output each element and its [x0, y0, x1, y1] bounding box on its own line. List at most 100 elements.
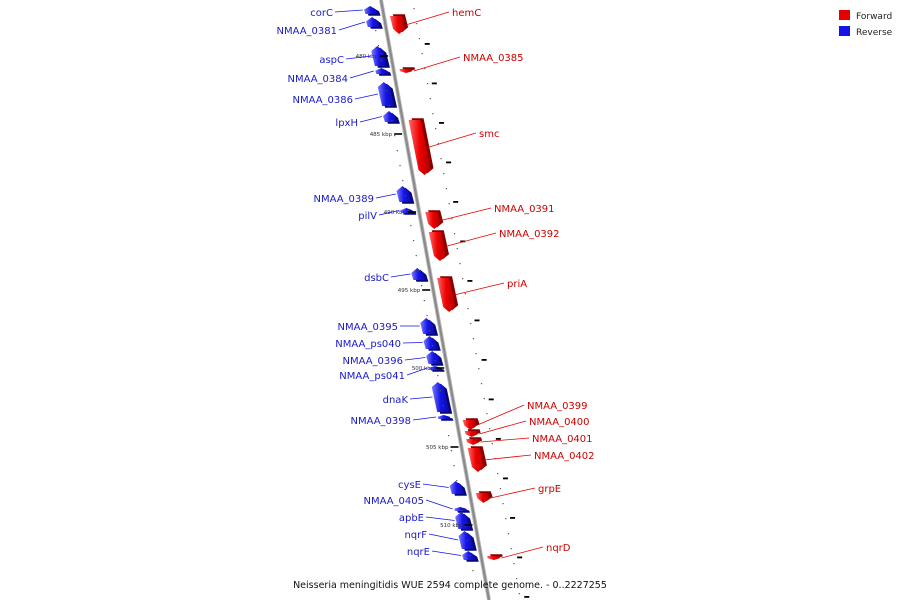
gene-label-lpxH[interactable]: lpxH [335, 118, 358, 129]
gene-lpxH[interactable] [382, 111, 400, 124]
gene-NMAA_0405[interactable] [454, 507, 470, 513]
lane-dot [391, 120, 393, 122]
major-dash [495, 438, 501, 440]
lane-dot [415, 255, 417, 257]
lane-dot [439, 390, 442, 392]
lane-dot [475, 585, 477, 587]
label-leader [409, 396, 433, 400]
gene-label-priA[interactable]: priA [507, 279, 527, 290]
lane-dot [396, 150, 398, 152]
gene-arrow [449, 481, 464, 494]
gene-NMAA_0400[interactable] [464, 429, 481, 437]
gene-label-corC[interactable]: corC [310, 8, 333, 19]
lane-dot [461, 510, 463, 512]
gene-NMAA_0385[interactable] [399, 67, 416, 73]
genome-caption: Neisseria meningitidis WUE 2594 complete… [293, 580, 607, 591]
gene-nqrF[interactable] [458, 531, 477, 551]
legend-forward-swatch [839, 10, 850, 20]
gene-label-grpE[interactable]: grpE [538, 484, 561, 495]
gene-grpE[interactable] [475, 491, 493, 503]
gene-label-nqrE[interactable]: nqrE [407, 547, 430, 558]
gene-NMAA_0381[interactable] [366, 17, 383, 29]
lane-dot [435, 128, 437, 130]
gene-label-pilV[interactable]: pilV [358, 211, 377, 222]
lane-dot [432, 113, 434, 115]
gene-aspC[interactable] [371, 46, 390, 68]
gene-NMAA_0398[interactable] [437, 415, 454, 421]
gene-label-dsbC[interactable]: dsbC [364, 273, 389, 284]
gene-NMAA_0384[interactable] [375, 68, 392, 76]
lane-dot [450, 450, 452, 452]
gene-label-nqrD[interactable]: nqrD [546, 543, 571, 554]
gene-NMAA_0396[interactable] [426, 351, 444, 366]
gene-corC[interactable] [364, 6, 381, 16]
gene-label-NMAA_0405[interactable]: NMAA_0405 [363, 496, 424, 507]
gene-cysE[interactable] [449, 481, 467, 496]
gene-hemC[interactable] [389, 14, 409, 34]
gene-dnaK[interactable] [431, 382, 453, 414]
gene-NMAA_ps040[interactable] [423, 336, 441, 351]
gene-NMAA_0392[interactable] [428, 230, 449, 261]
gene-NMAA_0389[interactable] [396, 186, 415, 204]
gene-NMAA_ps041[interactable] [428, 366, 445, 372]
gene-label-cysE[interactable]: cysE [398, 480, 421, 491]
gene-label-NMAA_0396[interactable]: NMAA_0396 [342, 356, 403, 367]
gene-nqrE[interactable] [462, 551, 479, 562]
gene-priA[interactable] [437, 276, 459, 312]
gene-label-NMAA_0401[interactable]: NMAA_0401 [532, 434, 593, 445]
lane-dot [394, 135, 396, 137]
gene-arrow [458, 531, 474, 549]
lane-dot [431, 345, 434, 347]
gene-smc[interactable] [408, 118, 434, 175]
gene-label-NMAA_0389[interactable]: NMAA_0389 [313, 194, 374, 205]
gene-label-NMAA_0391[interactable]: NMAA_0391 [494, 204, 555, 215]
gene-arrow [426, 351, 441, 364]
gene-NMAA_0402[interactable] [467, 446, 487, 472]
label-leader [479, 420, 527, 435]
gene-label-NMAA_0400[interactable]: NMAA_0400 [529, 417, 590, 428]
label-leader [412, 416, 437, 421]
gene-nqrD[interactable] [487, 554, 503, 560]
gene-label-NMAA_0385[interactable]: NMAA_0385 [463, 53, 524, 64]
gene-label-dnaK[interactable]: dnaK [383, 395, 409, 406]
gene-label-NMAA_ps041[interactable]: NMAA_ps041 [339, 371, 405, 382]
lane-dot [470, 323, 472, 325]
major-dash [431, 82, 437, 85]
label-leader [404, 357, 426, 361]
gene-NMAA_0399[interactable] [462, 418, 480, 430]
lane-dot [440, 158, 442, 160]
gene-arrow [423, 336, 438, 349]
gene-label-NMAA_0381[interactable]: NMAA_0381 [276, 26, 337, 37]
gene-NMAA_0401[interactable] [466, 437, 483, 445]
lane-dot [437, 143, 439, 145]
lane-dot [499, 488, 502, 490]
gene-arrow [428, 366, 442, 370]
major-dash [460, 240, 466, 243]
gene-NMAA_0391[interactable] [425, 210, 444, 229]
gene-label-nqrF[interactable]: nqrF [404, 530, 427, 541]
lane-dot [437, 375, 439, 377]
gene-label-NMAA_0395[interactable]: NMAA_0395 [337, 322, 398, 333]
lane-dot [456, 480, 458, 482]
gene-label-NMAA_0398[interactable]: NMAA_0398 [350, 416, 411, 427]
gene-label-NMAA_0392[interactable]: NMAA_0392 [499, 229, 560, 240]
gene-label-smc[interactable]: smc [479, 129, 499, 140]
gene-label-NMAA_ps040[interactable]: NMAA_ps040 [335, 339, 401, 350]
scale-tick-label: 485 kbp [370, 132, 393, 138]
gene-label-hemC[interactable]: hemC [452, 8, 481, 19]
lane-dot [491, 443, 493, 445]
gene-label-NMAA_0384[interactable]: NMAA_0384 [287, 74, 348, 85]
gene-label-NMAA_0399[interactable]: NMAA_0399 [527, 401, 588, 412]
gene-label-NMAA_0386[interactable]: NMAA_0386 [292, 95, 353, 106]
gene-NMAA_0386[interactable] [377, 82, 398, 108]
label-leader [501, 546, 544, 559]
major-dash [446, 161, 452, 164]
gene-label-apbE[interactable]: apbE [399, 513, 424, 524]
label-leader [480, 437, 530, 443]
label-leader [413, 56, 461, 72]
gene-label-aspC[interactable]: aspC [319, 55, 344, 66]
lane-dot [478, 368, 480, 370]
gene-label-NMAA_0402[interactable]: NMAA_0402 [534, 451, 595, 462]
gene-NMAA_0395[interactable] [420, 318, 439, 336]
gene-dsbC[interactable] [411, 268, 429, 282]
